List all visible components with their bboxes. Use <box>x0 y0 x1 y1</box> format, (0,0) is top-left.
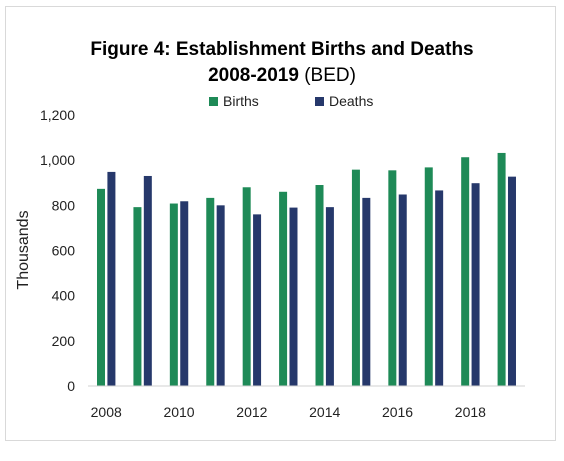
y-tick-label: 0 <box>67 378 75 394</box>
y-tick-label: 400 <box>52 288 76 304</box>
bar-deaths-2015 <box>362 197 371 386</box>
bar-deaths-2013 <box>289 207 298 386</box>
bar-deaths-2011 <box>216 205 225 386</box>
legend: Births Deaths <box>209 93 373 109</box>
chart-title-line2: 2008-2019 (BED) <box>208 65 356 86</box>
y-tick-label: 1,200 <box>40 107 75 123</box>
bar-births-2009 <box>133 207 142 386</box>
bar-births-2015 <box>351 169 360 386</box>
legend-label-births: Births <box>223 93 259 109</box>
legend-swatch-births <box>209 97 218 106</box>
y-axis-title: Thousands <box>15 210 32 289</box>
chart-title-years: 2008-2019 <box>208 65 299 86</box>
bar-births-2011 <box>206 197 215 386</box>
y-tick-label: 800 <box>52 197 76 213</box>
bar-births-2019 <box>497 152 506 386</box>
bar-deaths-2010 <box>180 201 189 386</box>
bar-births-2016 <box>388 170 397 386</box>
bars <box>97 152 516 386</box>
x-tick-label: 2018 <box>455 404 486 420</box>
bar-deaths-2009 <box>143 175 152 386</box>
chart-title-suffix: (BED) <box>299 65 356 86</box>
bar-births-2010 <box>169 203 178 386</box>
bar-deaths-2019 <box>507 176 516 386</box>
bar-deaths-2016 <box>398 194 407 386</box>
legend-label-deaths: Deaths <box>329 93 373 109</box>
x-tick-label: 2014 <box>309 404 340 420</box>
bar-births-2014 <box>315 185 324 386</box>
y-tick-label: 200 <box>52 333 76 349</box>
bar-deaths-2017 <box>435 190 444 386</box>
bar-births-2008 <box>97 188 106 386</box>
bar-deaths-2012 <box>253 214 262 386</box>
x-axis: 2008 2010 2012 2014 2016 2018 <box>91 404 487 420</box>
y-tick-label: 600 <box>52 243 76 259</box>
bar-deaths-2014 <box>325 207 334 386</box>
chart-title-line1: Figure 4: Establishment Births and Death… <box>90 39 473 60</box>
x-tick-label: 2008 <box>91 404 122 420</box>
bar-births-2017 <box>424 167 433 386</box>
x-tick-label: 2010 <box>163 404 194 420</box>
bar-births-2018 <box>461 157 470 386</box>
x-tick-label: 2012 <box>236 404 267 420</box>
bar-births-2013 <box>279 191 288 386</box>
y-tick-label: 1,000 <box>40 152 75 168</box>
bar-births-2012 <box>242 187 251 386</box>
y-axis: 0 200 400 600 800 1,000 1,200 <box>40 107 75 394</box>
x-tick-label: 2016 <box>382 404 413 420</box>
bar-deaths-2018 <box>471 183 480 386</box>
bar-deaths-2008 <box>107 171 116 386</box>
legend-swatch-deaths <box>315 97 324 106</box>
